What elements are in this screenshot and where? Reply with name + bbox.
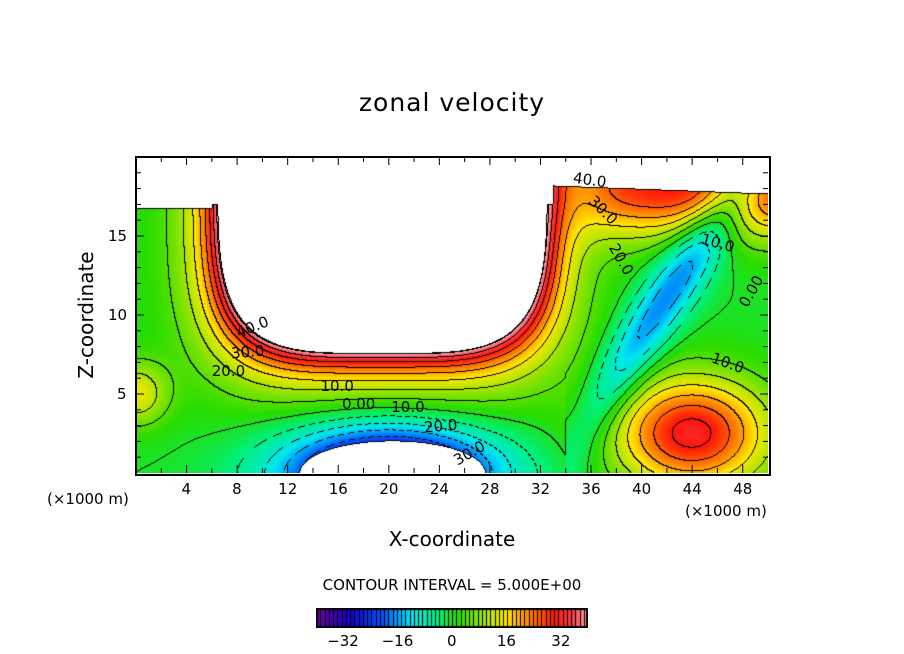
x-tick-label: 36 (581, 480, 601, 498)
contour-interval-text: CONTOUR INTERVAL = 5.000E+00 (322, 576, 582, 594)
y-tick-label: 5 (117, 385, 127, 403)
x-axis-label: X-coordinate (388, 527, 516, 551)
x-tick-label: 12 (278, 480, 298, 498)
colorbar-tick-label: 32 (551, 632, 571, 650)
y-axis-label: Z-coordinate (74, 251, 98, 379)
colorbar (316, 608, 588, 628)
x-tick-label: 40 (632, 480, 652, 498)
contour-label: 10.0 (391, 398, 425, 417)
colorbar-tick-label: −32 (327, 632, 359, 650)
x-tick-label: 24 (429, 480, 449, 498)
chart-title: zonal velocity (358, 88, 546, 117)
colorbar-tick-label: 16 (496, 632, 516, 650)
contour-label: 20.0 (211, 362, 246, 381)
x-tick-label: 20 (379, 480, 399, 498)
y-tick-label: 15 (108, 227, 128, 245)
contour-label: 10.0 (320, 377, 354, 396)
x-tick-label: 28 (480, 480, 500, 498)
x-tick-label: 8 (232, 480, 242, 498)
z-unit-label: (×1000 m) (47, 490, 129, 508)
contour-field (136, 157, 768, 473)
x-unit-label: (×1000 m) (685, 502, 767, 520)
x-tick-label: 44 (682, 480, 702, 498)
x-tick-label: 32 (530, 480, 551, 498)
colorbar-tick-label: 0 (447, 632, 457, 650)
x-tick-label: 16 (328, 480, 348, 498)
x-tick-label: 48 (733, 480, 753, 498)
x-tick-label: 4 (181, 480, 192, 498)
contour-label: 0.00 (341, 395, 376, 414)
y-tick-label: 10 (108, 306, 128, 324)
colorbar-tick-label: −16 (381, 632, 414, 650)
